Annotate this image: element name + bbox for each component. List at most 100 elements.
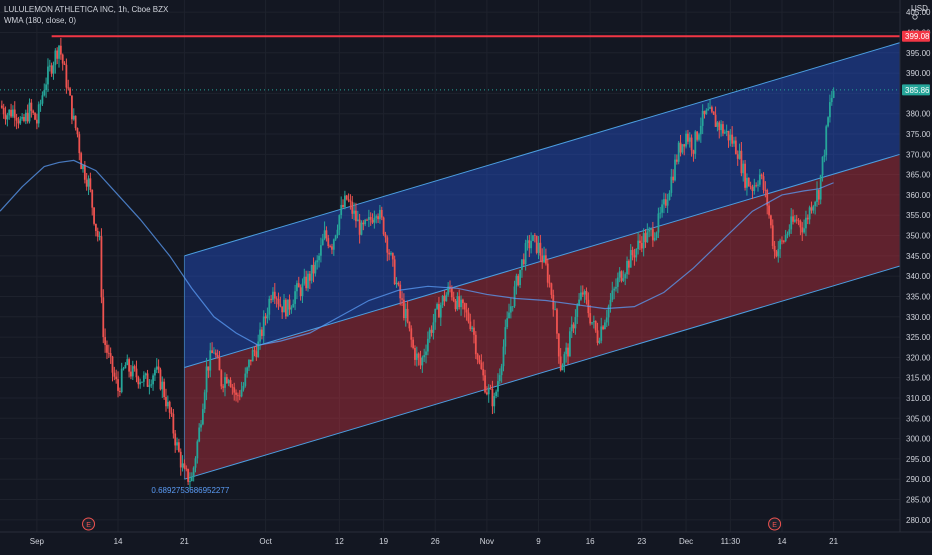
candle-body bbox=[85, 179, 88, 187]
candle bbox=[15, 113, 18, 130]
earnings-marker[interactable]: E bbox=[82, 517, 96, 531]
candle-body bbox=[428, 329, 431, 339]
candle bbox=[768, 202, 770, 219]
candle-body bbox=[694, 131, 697, 154]
candle bbox=[511, 306, 514, 312]
candle-body bbox=[189, 480, 191, 482]
candle-body bbox=[209, 350, 212, 371]
candle-body bbox=[364, 219, 367, 225]
candle-body bbox=[639, 240, 641, 244]
candle-body bbox=[799, 220, 802, 228]
candle-body bbox=[397, 282, 400, 285]
candle bbox=[260, 326, 263, 340]
candle bbox=[154, 367, 156, 382]
y-tick-label: 290.00 bbox=[906, 475, 931, 484]
candle-body bbox=[133, 366, 136, 369]
resistance-price-tag-bg bbox=[902, 30, 930, 42]
candle bbox=[742, 160, 745, 182]
y-tick-label: 305.00 bbox=[906, 414, 931, 423]
candle-body bbox=[753, 185, 756, 191]
candle bbox=[120, 362, 123, 394]
candle bbox=[788, 224, 791, 237]
candle bbox=[779, 238, 782, 258]
candle-body bbox=[567, 347, 569, 357]
candle bbox=[626, 256, 628, 279]
candle bbox=[792, 209, 794, 225]
candle-body bbox=[489, 388, 492, 390]
candle bbox=[733, 136, 735, 147]
x-tick-label: 21 bbox=[180, 537, 189, 546]
candle-body bbox=[224, 377, 226, 388]
candle bbox=[805, 210, 807, 237]
candle-body bbox=[218, 357, 221, 371]
candle-body bbox=[163, 381, 166, 397]
candle-body bbox=[15, 117, 18, 121]
candle-body bbox=[543, 255, 545, 263]
candle bbox=[655, 231, 658, 241]
candle-body bbox=[393, 259, 396, 285]
earnings-marker[interactable]: E bbox=[768, 517, 782, 531]
candle bbox=[443, 290, 446, 307]
candle bbox=[683, 143, 686, 156]
candle-body bbox=[786, 233, 789, 236]
candle bbox=[487, 384, 490, 403]
candle bbox=[810, 201, 813, 214]
candle bbox=[690, 134, 693, 157]
candle bbox=[705, 108, 708, 115]
candle-body bbox=[168, 401, 171, 413]
candle bbox=[766, 188, 769, 215]
candle bbox=[74, 115, 77, 131]
candle-body bbox=[69, 88, 71, 96]
candle-body bbox=[275, 298, 278, 300]
settings-icon[interactable] bbox=[912, 14, 918, 20]
pearson-label: 0.6892753686952277 bbox=[151, 486, 229, 495]
candle bbox=[509, 298, 512, 319]
candle-body bbox=[436, 304, 438, 309]
candle-body bbox=[738, 150, 741, 159]
candle-body bbox=[402, 299, 405, 319]
candle-body bbox=[172, 413, 175, 434]
candle bbox=[438, 296, 440, 318]
candle-body bbox=[611, 290, 614, 300]
candle bbox=[294, 284, 296, 311]
candle-body bbox=[559, 356, 562, 371]
candle bbox=[806, 214, 809, 225]
candle-body bbox=[727, 130, 730, 141]
candle bbox=[757, 180, 759, 192]
candle-body bbox=[356, 219, 359, 222]
candle-body bbox=[568, 331, 571, 357]
candle bbox=[506, 311, 509, 330]
candle-body bbox=[367, 217, 370, 220]
candle-body bbox=[95, 223, 97, 232]
candle-body bbox=[117, 379, 119, 391]
candle-body bbox=[554, 309, 557, 311]
candle-body bbox=[194, 458, 197, 468]
candle bbox=[425, 344, 427, 364]
candle-body bbox=[578, 299, 580, 306]
y-tick-label: 330.00 bbox=[906, 313, 931, 322]
candle-body bbox=[602, 326, 604, 330]
candle bbox=[58, 44, 60, 68]
candle-body bbox=[201, 409, 204, 425]
candle bbox=[100, 228, 103, 304]
candle bbox=[198, 423, 201, 443]
candle bbox=[718, 120, 721, 139]
candle bbox=[670, 168, 673, 197]
candle-body bbox=[296, 283, 298, 292]
y-tick-label: 390.00 bbox=[906, 69, 931, 78]
candle-body bbox=[255, 351, 258, 358]
candle bbox=[343, 190, 346, 210]
candle-body bbox=[80, 153, 83, 170]
candle bbox=[59, 37, 62, 60]
candle bbox=[187, 468, 190, 486]
candle bbox=[8, 109, 11, 120]
candle bbox=[152, 373, 154, 391]
last-price-tag-text: 385.86 bbox=[905, 86, 930, 95]
candle bbox=[168, 400, 171, 420]
candle bbox=[703, 110, 706, 119]
candle-body bbox=[805, 217, 807, 229]
candle bbox=[91, 189, 94, 216]
candle bbox=[620, 270, 623, 283]
